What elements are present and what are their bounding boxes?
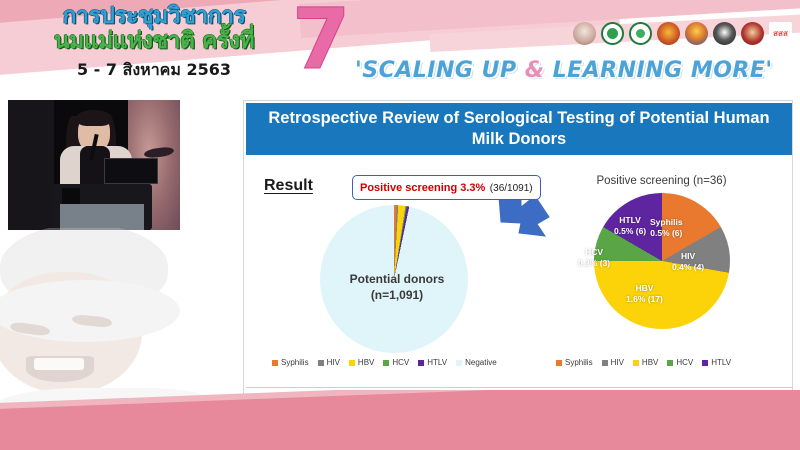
potential-donors-pie-chart: Potential donors (n=1,091) — [302, 197, 492, 357]
legend-item-htlv-2: HTLV — [702, 358, 731, 367]
sponsor-logo-row: สสส — [573, 22, 792, 45]
legend-label-syphilis-2: Syphilis — [565, 358, 593, 367]
legend-swatch-htlv-2 — [702, 359, 709, 366]
legend-swatch-hcv — [383, 359, 390, 366]
legend-swatch-hbv — [348, 359, 355, 366]
legend-swatch-hiv-2 — [601, 359, 608, 366]
presentation-slide: Retrospective Review of Serological Test… — [243, 100, 793, 405]
legend-item-syphilis-2: Syphilis — [556, 358, 593, 367]
slice-value-hiv: 0.4% (4) — [672, 261, 705, 272]
podium-glass-front — [60, 204, 144, 230]
legend-item-hiv: HIV — [317, 358, 340, 367]
legend-label-hbv: HBV — [357, 358, 375, 367]
legend-item-hcv: HCV — [383, 358, 409, 367]
logo-emblem-1-icon — [573, 22, 596, 45]
baby-mouth — [26, 356, 94, 382]
pie-slice-label-htlv: HTLV 0.5% (6) — [614, 215, 646, 236]
positive-screening-pie-circle — [594, 193, 730, 329]
pie-slice-label-syphilis: Syphilis 0.5% (6) — [650, 217, 683, 238]
conference-tagline: 'SCALING UP & LEARNING MORE' — [355, 58, 773, 83]
conference-date: 5 - 7 สิงหาคม 2563 — [76, 60, 232, 80]
legend-swatch-hcv-2 — [667, 359, 674, 366]
legend-item-hcv-2: HCV — [667, 358, 693, 367]
blue-arrow-icon — [498, 195, 550, 237]
slice-name-syphilis: Syphilis — [650, 217, 683, 227]
potential-donors-title: Potential donors — [349, 272, 445, 286]
legend-label-htlv-2: HTLV — [711, 358, 732, 367]
legend-item-htlv: HTLV — [418, 358, 447, 367]
legend-label-hcv-2: HCV — [676, 358, 694, 367]
logo-emblem-7-icon — [741, 22, 764, 45]
speaker-video-feed — [8, 100, 180, 230]
pie-slice-label-hiv: HIV 0.4% (4) — [672, 251, 704, 272]
podium-panel — [62, 188, 80, 204]
tagline-segment-2: LEARNING MORE' — [544, 58, 773, 83]
legend-swatch-htlv — [418, 359, 425, 366]
slide-title: Retrospective Review of Serological Test… — [246, 103, 792, 155]
positive-screening-title: Positive screening (n=36) — [596, 175, 727, 187]
conference-edition-number: 7 — [291, 0, 351, 88]
legend-swatch-syphilis-2 — [556, 359, 562, 366]
logo-emblem-2-icon — [601, 22, 624, 45]
conference-title-line-2: นมแม่แห่งชาติ ครั้งที่ — [53, 28, 255, 55]
potential-donors-pie-label: Potential donors (n=1,091) — [302, 271, 492, 303]
legend-item-negative: Negative — [456, 358, 497, 367]
potential-donors-legend: Syphilis HIV HBV HCV HTLV Negative — [272, 358, 497, 367]
potential-donors-pie-circle — [320, 205, 468, 353]
tagline-ampersand: & — [524, 58, 545, 83]
legend-item-hbv-2: HBV — [632, 358, 659, 367]
legend-label-hcv: HCV — [392, 358, 410, 367]
logo-emblem-5-icon — [685, 22, 708, 45]
baby-face — [0, 272, 142, 394]
legend-label-hiv-2: HIV — [610, 358, 624, 367]
slice-value-htlv: 0.5% (6) — [614, 225, 647, 236]
baby-hat-brim — [0, 280, 180, 342]
pie-slice-label-hcv: HCV 0.3% (3) — [578, 247, 610, 268]
legend-item-syphilis: Syphilis — [272, 358, 309, 367]
logo-emblem-3-icon — [629, 22, 652, 45]
logo-thaihealth-icon: สสส — [769, 22, 792, 45]
legend-label-syphilis: Syphilis — [281, 358, 309, 367]
result-section-label: Result — [264, 177, 313, 194]
slice-name-hbv: HBV — [635, 283, 654, 293]
legend-item-hiv-2: HIV — [601, 358, 624, 367]
laptop-on-podium — [104, 158, 158, 184]
callout-percent: Positive screening 3.3% — [360, 182, 486, 194]
logo-emblem-6-icon — [713, 22, 736, 45]
legend-swatch-negative — [456, 359, 463, 366]
legend-label-negative: Negative — [465, 358, 497, 367]
legend-label-hbv-2: HBV — [641, 358, 659, 367]
slice-value-hbv: 1.6% (17) — [626, 293, 663, 304]
positive-screening-legend: Syphilis HIV HBV HCV HTLV — [556, 358, 731, 367]
conference-header-banner: การประชุมวิชาการ นมแม่แห่งชาติ ครั้งที่ … — [0, 0, 800, 95]
slice-value-syphilis: 0.5% (6) — [650, 227, 683, 238]
video-background-left — [8, 100, 54, 230]
conference-title-line-1: การประชุมวิชาการ — [62, 3, 246, 29]
positive-screening-callout: Positive screening 3.3% (36/1091) — [352, 175, 541, 200]
legend-label-htlv: HTLV — [427, 358, 448, 367]
baby-hat — [0, 228, 168, 310]
legend-swatch-hbv-2 — [632, 359, 639, 366]
conference-title-thai: การประชุมวิชาการ นมแม่แห่งชาติ ครั้งที่ … — [14, 4, 294, 83]
pie-slice-label-hbv: HBV 1.6% (17) — [626, 283, 663, 304]
slice-name-hcv: HCV — [585, 247, 604, 257]
tagline-segment-1: 'SCALING UP — [355, 58, 525, 83]
slice-name-htlv: HTLV — [619, 215, 641, 225]
callout-fraction: (36/1091) — [489, 183, 533, 194]
legend-item-hbv: HBV — [348, 358, 375, 367]
slice-name-hiv: HIV — [680, 251, 696, 261]
legend-label-hiv: HIV — [326, 358, 340, 367]
legend-swatch-hiv — [317, 359, 324, 366]
legend-swatch-syphilis — [272, 359, 278, 366]
speaker-fringe — [76, 110, 112, 126]
footer-pink-band — [0, 390, 800, 450]
positive-screening-pie-chart: Positive screening (n=36) Syphilis 0.5% … — [554, 175, 769, 357]
potential-donors-subtitle: (n=1,091) — [370, 288, 424, 303]
baby-teeth — [34, 358, 84, 370]
logo-emblem-4-icon — [657, 22, 680, 45]
slice-value-hcv: 0.3% (3) — [578, 257, 611, 268]
